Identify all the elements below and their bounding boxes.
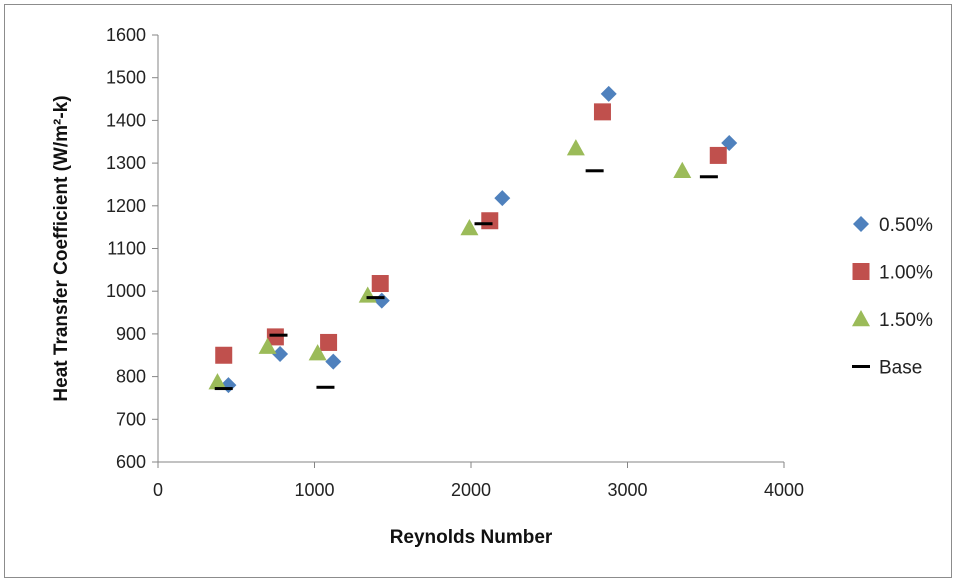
data-point-series-3 — [308, 344, 327, 361]
x-tick-label: 1000 — [294, 480, 334, 500]
legend-marker-1 — [853, 216, 869, 232]
y-tick-label: 1500 — [106, 68, 146, 88]
legend-label-4: Base — [879, 358, 922, 379]
x-tick-label: 2000 — [451, 480, 491, 500]
legend-marker-2 — [852, 263, 870, 280]
chart-frame: 600 700 800 900 1000 1100 1200 1300 1400 1500 1600… — [4, 4, 952, 578]
x-tick-label: 3000 — [607, 480, 647, 500]
data-point-series-2 — [371, 275, 389, 293]
tick-labels: 600 700 800 900 1000 1100 1200 1300 1400 1500 1600… — [106, 25, 804, 500]
data-point-series-2 — [481, 212, 499, 230]
data-point-series-4 — [699, 175, 718, 179]
y-tick-label: 700 — [116, 409, 146, 429]
data-point-series-1 — [373, 292, 390, 309]
x-tick-label: 0 — [153, 480, 163, 500]
y-tick-label: 1400 — [106, 110, 146, 130]
legend-label-2: 1.00% — [879, 263, 933, 284]
legend: 0.50% 1.00% 1.50% Base — [852, 215, 933, 379]
y-axis-title: Heat Transfer Coefficient (W/m²-k) — [51, 95, 72, 401]
data-point-series-2 — [709, 146, 727, 164]
data-point-series-4 — [585, 169, 604, 173]
legend-label-3: 1.50% — [879, 310, 933, 331]
data-point-series-3 — [566, 139, 585, 156]
data-points — [208, 85, 738, 394]
data-point-series-4 — [474, 222, 493, 226]
data-point-series-4 — [269, 333, 288, 337]
data-point-series-1 — [494, 190, 511, 207]
data-point-series-2 — [215, 346, 233, 364]
data-point-series-1 — [272, 345, 289, 362]
y-tick-label: 1200 — [106, 196, 146, 216]
x-tick-label: 4000 — [764, 480, 804, 500]
y-tick-label: 1600 — [106, 25, 146, 45]
legend-marker-3 — [852, 310, 870, 327]
data-point-series-4 — [366, 296, 385, 300]
data-point-series-1 — [325, 353, 342, 370]
scatter-chart: 600 700 800 900 1000 1100 1200 1300 1400 1500 1600… — [51, 25, 933, 548]
data-point-series-3 — [258, 337, 277, 354]
y-tick-label: 800 — [116, 367, 146, 387]
data-point-series-3 — [208, 373, 227, 390]
y-tick-label: 1300 — [106, 153, 146, 173]
data-point-series-1 — [600, 85, 617, 102]
data-point-series-2 — [320, 333, 338, 351]
y-tick-label: 1100 — [107, 239, 146, 259]
axes — [152, 34, 785, 468]
legend-label-1: 0.50% — [879, 215, 933, 236]
data-point-series-2 — [266, 328, 284, 346]
y-tick-label: 600 — [116, 452, 146, 472]
data-point-series-2 — [593, 103, 611, 121]
data-point-series-3 — [673, 161, 692, 178]
y-tick-label: 1000 — [106, 281, 146, 301]
legend-marker-4 — [852, 365, 870, 368]
x-axis-title: Reynolds Number — [390, 527, 553, 548]
y-tick-label: 900 — [116, 324, 146, 344]
data-point-series-3 — [460, 219, 479, 236]
data-point-series-4 — [214, 387, 233, 391]
data-point-series-4 — [316, 385, 335, 389]
